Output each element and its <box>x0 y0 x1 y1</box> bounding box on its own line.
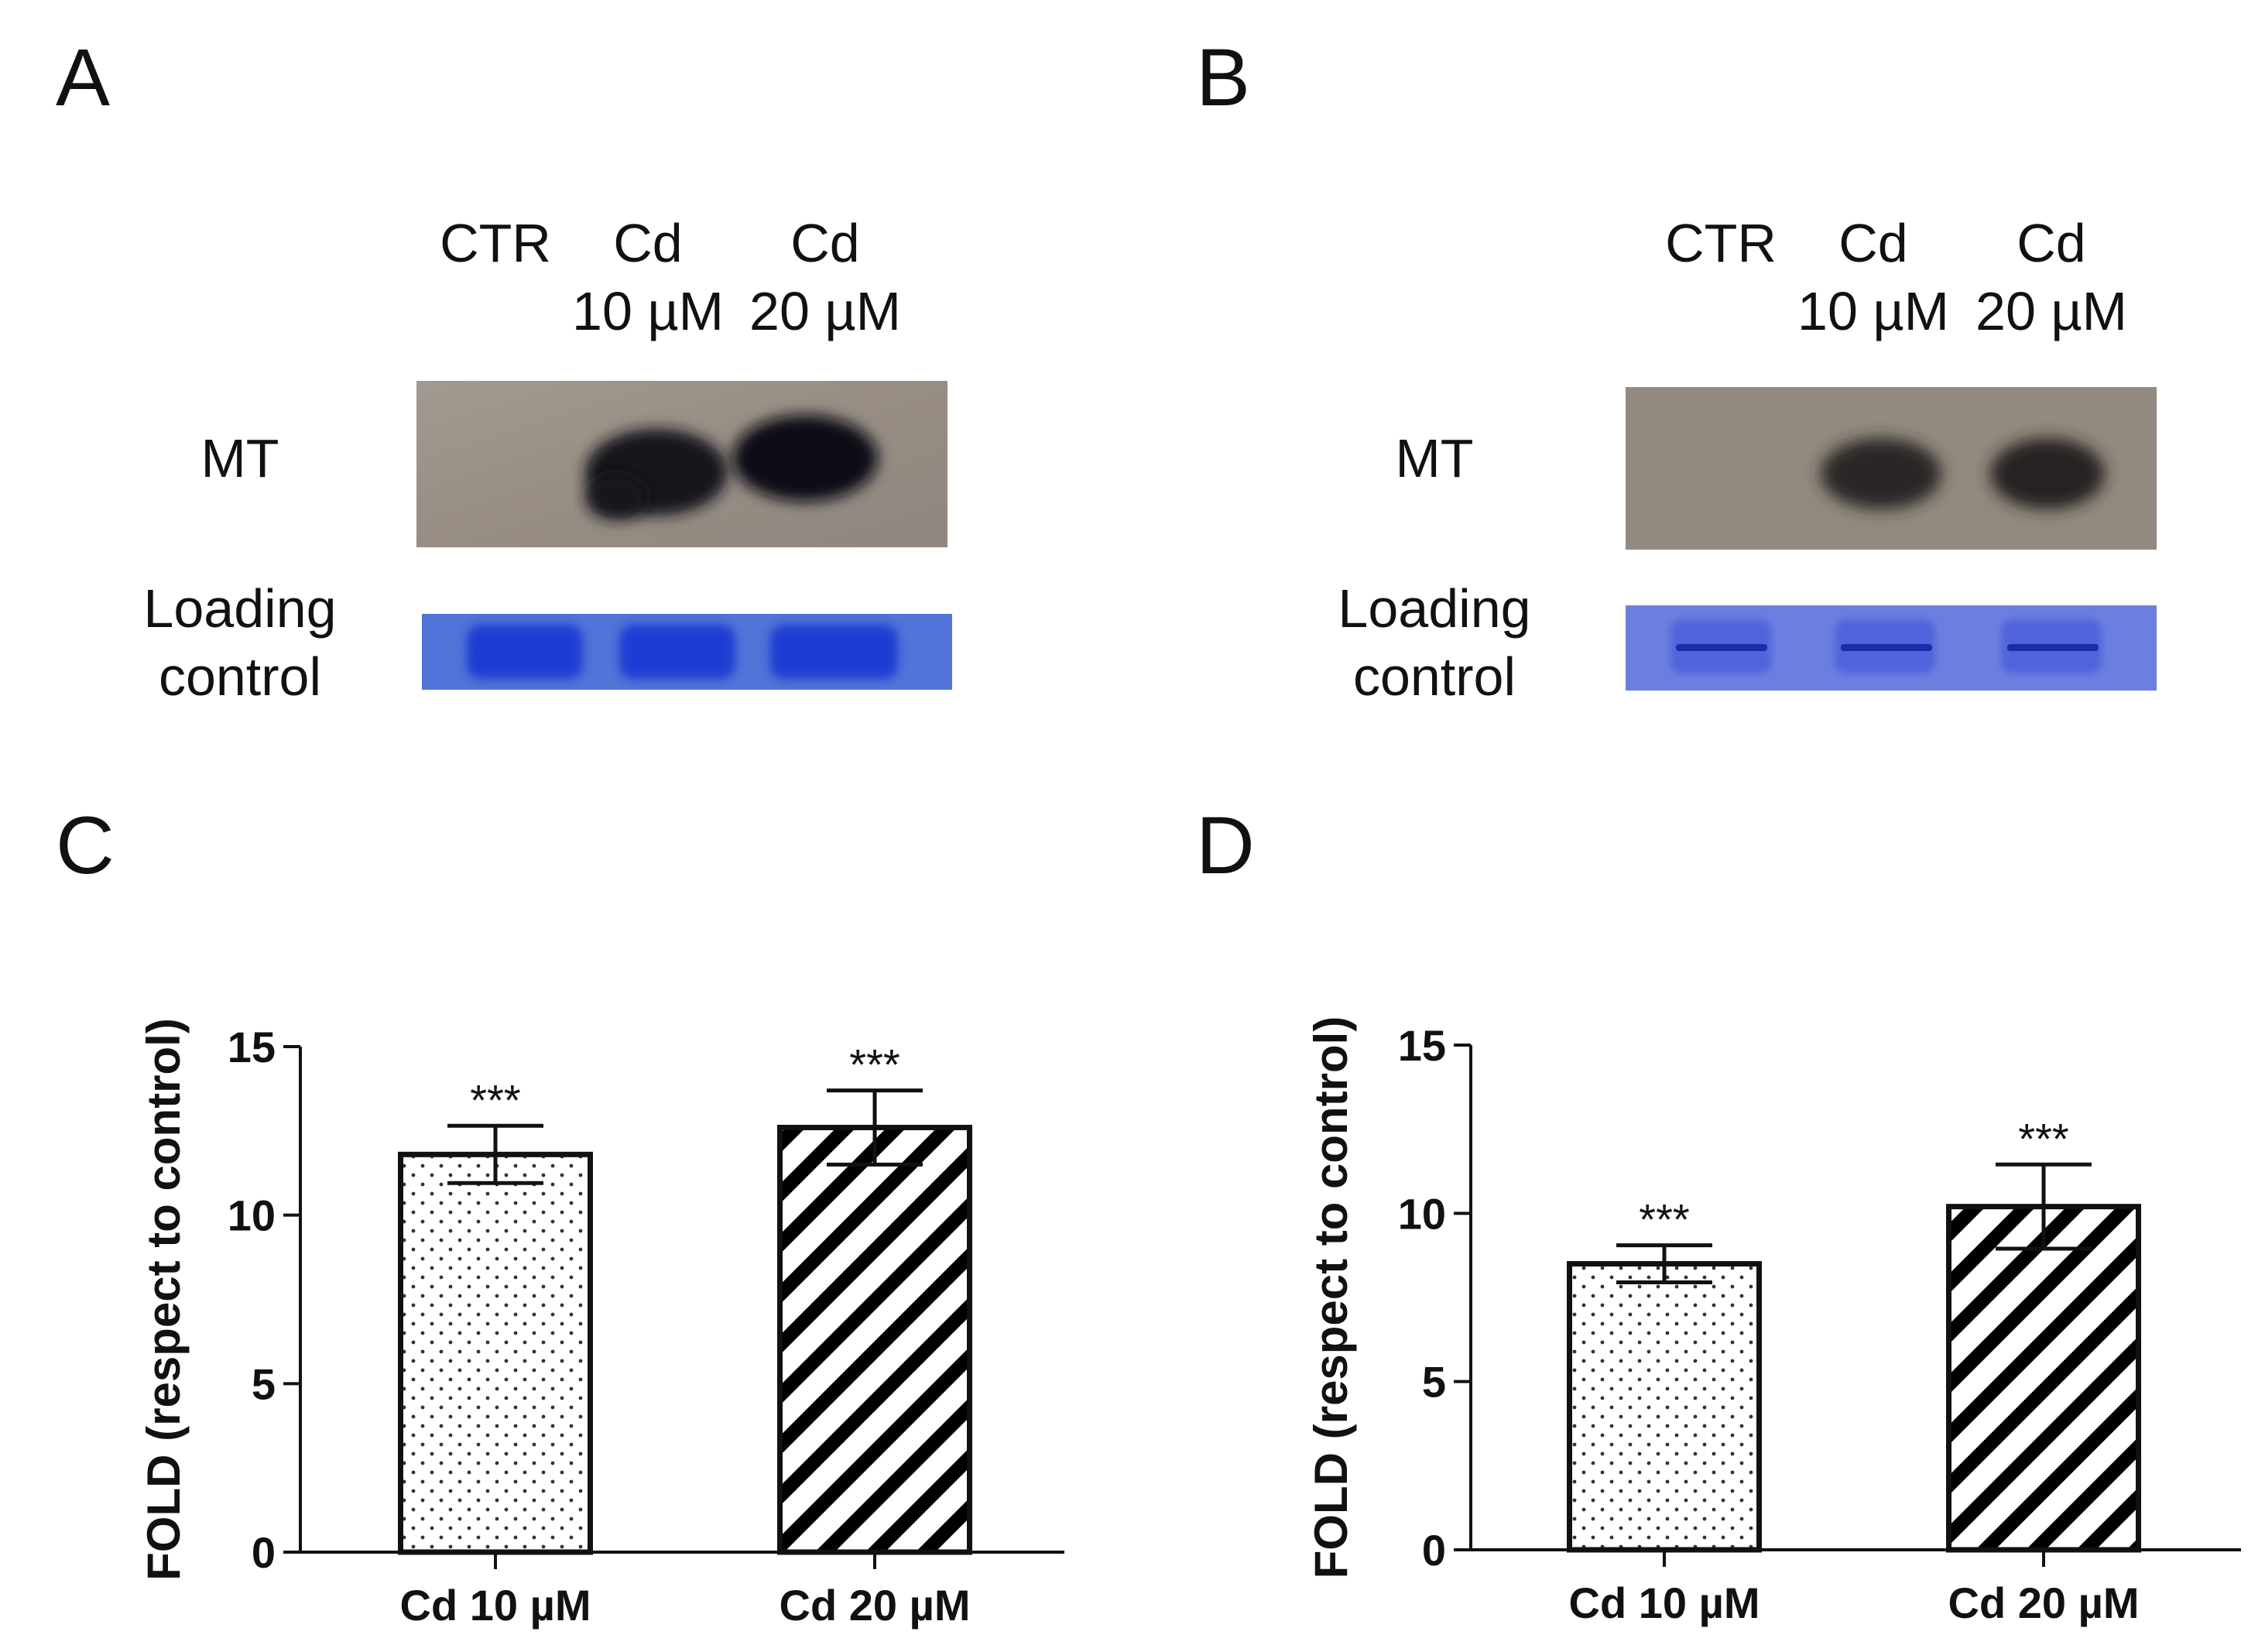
y-tick-label: 10 <box>228 1191 276 1240</box>
chart-c: 0 5 10 15 FOLD (respect to control) *** Cd 10 … <box>138 1018 1064 1630</box>
y-tick-label: 15 <box>1398 1021 1446 1070</box>
significance-marker: *** <box>849 1040 899 1089</box>
loading-control-label: Loading control <box>1326 574 1543 711</box>
lane-label-line1: Cd <box>2017 213 2086 273</box>
lane-label-cd10: Cd 10 µM <box>1780 209 1966 345</box>
bar <box>398 1151 593 1555</box>
lane-label-ctr: CTR <box>403 209 588 277</box>
loading-blot-image-a <box>422 614 952 690</box>
loading-label-line1: Loading <box>143 578 337 639</box>
loading-blot-image-b <box>1626 605 2157 691</box>
x-category-label: Cd 20 µM <box>1948 1578 2140 1627</box>
lane-label-line1: Cd <box>790 213 860 273</box>
panel-c-letter: C <box>56 800 115 891</box>
y-axis-label: FOLD (respect to control) <box>1305 1016 1357 1579</box>
mt-band-cd10 <box>1821 438 1941 509</box>
loading-label-line2: control <box>158 646 322 707</box>
x-category-label: Cd 20 µM <box>780 1581 971 1630</box>
mt-band-cd10-tail <box>585 474 647 520</box>
loading-control-label: Loading control <box>132 574 348 711</box>
y-axis-label: FOLD (respect to control) <box>138 1018 190 1581</box>
bar <box>777 1124 972 1555</box>
loading-line-cd20 <box>2007 644 2099 651</box>
significance-marker: *** <box>470 1075 520 1124</box>
x-category-label: Cd 10 µM <box>400 1581 591 1630</box>
loading-label-line1: Loading <box>1338 578 1531 639</box>
mt-band-cd20 <box>1990 438 2105 509</box>
significance-marker: *** <box>2018 1114 2068 1163</box>
loading-band-cd20 <box>770 625 898 679</box>
mt-row-label: MT <box>1395 428 1474 488</box>
panel-d-letter: D <box>1196 800 1255 891</box>
mt-blot-image-b <box>1626 387 2157 550</box>
lane-label-line1: Cd <box>1838 213 1908 273</box>
lane-label-line2: 10 µM <box>1797 281 1949 341</box>
y-tick-label: 0 <box>1422 1526 1446 1575</box>
y-tick-label: 5 <box>252 1359 276 1408</box>
mt-band-cd20 <box>732 415 878 502</box>
panel-a-letter: A <box>56 33 111 123</box>
y-tick-label: 0 <box>252 1528 276 1577</box>
significance-marker: *** <box>1639 1195 1689 1244</box>
loading-line-ctr <box>1676 644 1767 651</box>
loading-band-cd10 <box>619 625 735 679</box>
lane-label-cd20: Cd 20 µM <box>732 209 918 345</box>
lane-label-line1: Cd <box>613 213 683 273</box>
lane-label-line2: 10 µM <box>572 281 724 341</box>
mt-blot-image-a <box>416 381 947 547</box>
loading-band-ctr <box>467 625 583 679</box>
lane-label-line2: 20 µM <box>749 281 901 341</box>
bar <box>1567 1261 1762 1553</box>
y-tick-label: 10 <box>1398 1189 1446 1238</box>
y-tick-label: 15 <box>228 1023 276 1071</box>
lane-label-line2: 20 µM <box>1975 281 2127 341</box>
y-tick-label: 5 <box>1422 1358 1446 1407</box>
lane-label-ctr: CTR <box>1628 209 1814 277</box>
chart-d: 0 5 10 15 FOLD (respect to control) *** Cd 10 … <box>1305 1016 2241 1627</box>
lane-label-cd10: Cd 10 µM <box>555 209 741 345</box>
loading-label-line2: control <box>1352 646 1516 707</box>
mt-row-label: MT <box>200 428 279 488</box>
lane-label-line1: CTR <box>440 213 551 273</box>
loading-line-cd10 <box>1841 644 1932 651</box>
panel-b-letter: B <box>1196 33 1251 123</box>
x-category-label: Cd 10 µM <box>1569 1578 1760 1627</box>
lane-label-line1: CTR <box>1665 213 1777 273</box>
lane-label-cd20: Cd 20 µM <box>1958 209 2144 345</box>
bar <box>1946 1204 2141 1553</box>
